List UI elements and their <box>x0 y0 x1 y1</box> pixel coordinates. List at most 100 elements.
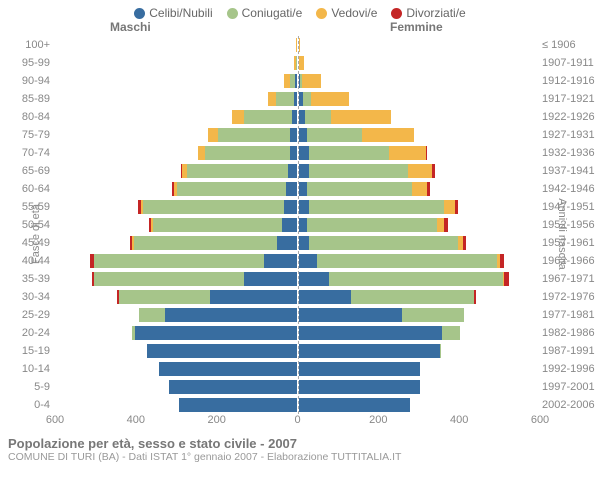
legend-item: Divorziati/e <box>391 6 465 20</box>
female-bar <box>298 128 600 142</box>
legend-swatch <box>316 8 327 19</box>
male-bar <box>0 182 298 196</box>
bar-segment <box>295 74 296 88</box>
female-bar <box>298 38 600 52</box>
bar-segment <box>309 236 459 250</box>
bar-segment <box>299 290 352 304</box>
bar-segment <box>408 164 432 178</box>
male-bar <box>0 344 298 358</box>
bar-segment <box>119 290 210 304</box>
bar-segment <box>165 308 296 322</box>
bar-segment <box>143 200 284 214</box>
bar-segment <box>198 146 205 160</box>
age-band: 65-691937-1941 <box>55 162 540 180</box>
legend-label: Vedovi/e <box>331 6 377 20</box>
bar-segment <box>455 200 458 214</box>
male-bar <box>0 110 298 124</box>
bar-segment <box>286 182 296 196</box>
bar-segment <box>444 200 455 214</box>
bar-segment <box>169 380 296 394</box>
bar-segment <box>504 272 509 286</box>
legend-item: Coniugati/e <box>227 6 303 20</box>
female-bar <box>298 164 600 178</box>
x-tick: 600 <box>46 414 64 426</box>
bar-segment <box>427 182 430 196</box>
bar-segment <box>299 38 300 52</box>
age-band: 75-791927-1931 <box>55 126 540 144</box>
female-bar <box>298 326 600 340</box>
bar-segment <box>309 164 408 178</box>
female-bar <box>298 110 600 124</box>
legend-label: Divorziati/e <box>406 6 465 20</box>
female-bar <box>298 254 600 268</box>
female-bar <box>298 272 600 286</box>
legend-item: Vedovi/e <box>316 6 377 20</box>
footer: Popolazione per età, sesso e stato civil… <box>0 432 600 463</box>
legend-label: Coniugati/e <box>242 6 303 20</box>
header-female: Femmine <box>390 20 443 34</box>
x-tick: 400 <box>127 414 145 426</box>
bar-segment <box>302 74 321 88</box>
bar-segment <box>296 56 297 70</box>
age-band: 20-241982-1986 <box>55 324 540 342</box>
bar-segment <box>307 218 436 232</box>
bar-segment <box>134 236 277 250</box>
bar-segment <box>299 182 308 196</box>
age-band: 55-591947-1951 <box>55 198 540 216</box>
legend-item: Celibi/Nubili <box>134 6 212 20</box>
bar-segment <box>305 110 331 124</box>
female-bar <box>298 308 600 322</box>
bar-segment <box>244 272 297 286</box>
bar-segment <box>299 398 410 412</box>
male-bar <box>0 74 298 88</box>
x-tick: 200 <box>207 414 225 426</box>
bar-segment <box>299 344 440 358</box>
bar-segment <box>442 326 460 340</box>
age-band: 15-191987-1991 <box>55 342 540 360</box>
age-band: 90-941912-1916 <box>55 72 540 90</box>
x-tick: 200 <box>369 414 387 426</box>
age-band: 5-91997-2001 <box>55 378 540 396</box>
footer-subtitle: COMUNE DI TURI (BA) - Dati ISTAT 1° genn… <box>8 451 592 463</box>
age-band: 25-291977-1981 <box>55 306 540 324</box>
bar-segment <box>474 290 476 304</box>
bar-segment <box>299 272 329 286</box>
bar-segment <box>389 146 425 160</box>
bar-segment <box>268 92 276 106</box>
male-bar <box>0 164 298 178</box>
bar-segment <box>299 164 309 178</box>
age-band: 70-741932-1936 <box>55 144 540 162</box>
bar-segment <box>426 146 427 160</box>
bar-segment <box>351 290 474 304</box>
male-bar <box>0 218 298 232</box>
age-band: 85-891917-1921 <box>55 90 540 108</box>
bar-segment <box>147 344 297 358</box>
female-bar <box>298 344 600 358</box>
bar-segment <box>317 254 497 268</box>
bar-segment <box>159 362 296 376</box>
female-bar <box>298 236 600 250</box>
legend: Celibi/Nubili Coniugati/e Vedovi/e Divorzia… <box>0 0 600 20</box>
male-bar <box>0 128 298 142</box>
bar-segment <box>309 200 444 214</box>
male-bar <box>0 272 298 286</box>
bands-container: 100+≤ 190695-991907-191190-941912-191685… <box>55 36 540 414</box>
female-bar <box>298 182 600 196</box>
male-bar <box>0 308 298 322</box>
header-male: Maschi <box>110 20 151 34</box>
bar-segment <box>232 110 244 124</box>
female-bar <box>298 92 600 106</box>
bar-segment <box>299 326 442 340</box>
bar-segment <box>440 344 441 358</box>
bar-segment <box>135 326 297 340</box>
male-bar <box>0 56 298 70</box>
bar-segment <box>284 200 296 214</box>
bar-segment <box>309 146 390 160</box>
male-bar <box>0 254 298 268</box>
bar-segment <box>210 290 297 304</box>
x-tick: 600 <box>531 414 549 426</box>
bar-segment <box>294 92 296 106</box>
legend-swatch <box>134 8 145 19</box>
female-bar <box>298 290 600 304</box>
bar-segment <box>437 218 444 232</box>
